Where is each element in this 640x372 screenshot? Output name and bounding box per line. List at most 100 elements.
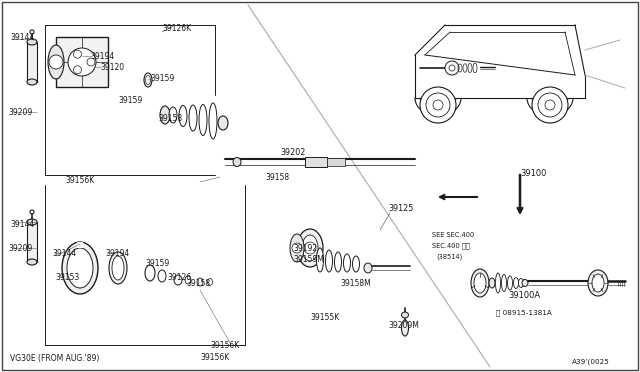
Circle shape — [538, 93, 562, 117]
Ellipse shape — [588, 270, 608, 296]
Ellipse shape — [508, 276, 513, 290]
Circle shape — [49, 55, 63, 69]
Text: 39159: 39159 — [118, 96, 142, 105]
Ellipse shape — [297, 229, 323, 267]
Circle shape — [445, 61, 459, 75]
Ellipse shape — [209, 103, 217, 139]
Text: 39158: 39158 — [265, 173, 289, 182]
Ellipse shape — [207, 279, 212, 285]
Ellipse shape — [290, 234, 304, 262]
Ellipse shape — [174, 275, 182, 285]
Circle shape — [68, 48, 96, 76]
Ellipse shape — [145, 265, 155, 281]
Text: 39153: 39153 — [55, 273, 79, 282]
Ellipse shape — [179, 106, 187, 126]
Ellipse shape — [185, 276, 191, 284]
Ellipse shape — [160, 106, 170, 124]
Text: 39144: 39144 — [10, 219, 35, 228]
Bar — [327, 158, 345, 166]
Text: 39209: 39209 — [8, 244, 32, 253]
Text: 39144: 39144 — [52, 250, 76, 259]
Ellipse shape — [364, 263, 372, 273]
Text: 39158: 39158 — [186, 279, 210, 289]
Text: A39’(0025: A39’(0025 — [572, 359, 610, 365]
Text: VG30E (FROM AUG.'89): VG30E (FROM AUG.'89) — [10, 353, 99, 362]
Text: 39159M: 39159M — [293, 256, 324, 264]
Ellipse shape — [513, 278, 518, 289]
Bar — [77, 242, 83, 248]
Text: 39100A: 39100A — [508, 292, 540, 301]
Ellipse shape — [326, 250, 333, 272]
Ellipse shape — [518, 279, 524, 288]
Ellipse shape — [495, 273, 500, 293]
Circle shape — [292, 243, 302, 253]
Circle shape — [304, 242, 316, 254]
Ellipse shape — [218, 116, 228, 130]
Ellipse shape — [67, 248, 93, 288]
Text: 39156K: 39156K — [200, 353, 229, 362]
Ellipse shape — [27, 39, 37, 45]
Ellipse shape — [30, 210, 34, 214]
Ellipse shape — [144, 73, 152, 87]
Text: 39159: 39159 — [145, 260, 169, 269]
Ellipse shape — [197, 278, 203, 286]
Circle shape — [420, 87, 456, 123]
Ellipse shape — [474, 273, 486, 293]
Ellipse shape — [112, 256, 124, 280]
Text: 39194: 39194 — [90, 51, 115, 61]
Ellipse shape — [335, 252, 342, 272]
Text: 39202: 39202 — [280, 148, 305, 157]
Text: SEC.400 参照: SEC.400 参照 — [432, 243, 470, 249]
Circle shape — [74, 50, 81, 58]
Ellipse shape — [30, 30, 34, 34]
Ellipse shape — [522, 279, 528, 286]
Text: 39209M: 39209M — [388, 321, 419, 330]
Ellipse shape — [27, 79, 37, 85]
Text: SEE SEC.400: SEE SEC.400 — [432, 232, 474, 238]
Circle shape — [532, 87, 568, 123]
Ellipse shape — [592, 274, 604, 292]
Ellipse shape — [401, 320, 408, 336]
Text: 39126: 39126 — [167, 273, 191, 282]
Text: Ⓢ 08915-1381A: Ⓢ 08915-1381A — [496, 310, 552, 316]
Text: 39155K: 39155K — [310, 314, 339, 323]
Ellipse shape — [62, 242, 98, 294]
Text: 39156K: 39156K — [65, 176, 94, 185]
Text: 39158: 39158 — [158, 113, 182, 122]
Text: 39100: 39100 — [520, 169, 547, 177]
Circle shape — [433, 100, 443, 110]
Ellipse shape — [471, 269, 489, 297]
Text: 39209: 39209 — [8, 108, 32, 116]
Circle shape — [545, 100, 555, 110]
Circle shape — [426, 93, 450, 117]
Text: 39158M: 39158M — [340, 279, 371, 288]
Ellipse shape — [27, 219, 37, 225]
Ellipse shape — [158, 270, 166, 282]
Text: 39156K: 39156K — [211, 340, 239, 350]
Text: 39120: 39120 — [100, 62, 124, 71]
Text: 39194: 39194 — [105, 250, 129, 259]
Text: 39125: 39125 — [388, 203, 413, 212]
Text: 39192: 39192 — [293, 244, 317, 253]
Ellipse shape — [502, 275, 506, 292]
Bar — [305, 157, 327, 167]
Ellipse shape — [145, 76, 150, 84]
Ellipse shape — [27, 259, 37, 265]
Circle shape — [449, 65, 455, 71]
Text: 39144: 39144 — [10, 32, 35, 42]
Ellipse shape — [48, 45, 64, 79]
Ellipse shape — [353, 256, 360, 272]
Circle shape — [87, 58, 95, 66]
Bar — [27, 222, 37, 262]
Ellipse shape — [401, 312, 408, 318]
Ellipse shape — [189, 105, 197, 131]
Bar — [56, 37, 108, 87]
Ellipse shape — [317, 248, 323, 272]
Text: (38514): (38514) — [436, 254, 462, 260]
Ellipse shape — [199, 105, 207, 135]
Ellipse shape — [233, 157, 241, 167]
Text: 39126K: 39126K — [162, 23, 191, 32]
Ellipse shape — [109, 252, 127, 284]
Text: 39159: 39159 — [150, 74, 174, 83]
Ellipse shape — [344, 254, 351, 272]
